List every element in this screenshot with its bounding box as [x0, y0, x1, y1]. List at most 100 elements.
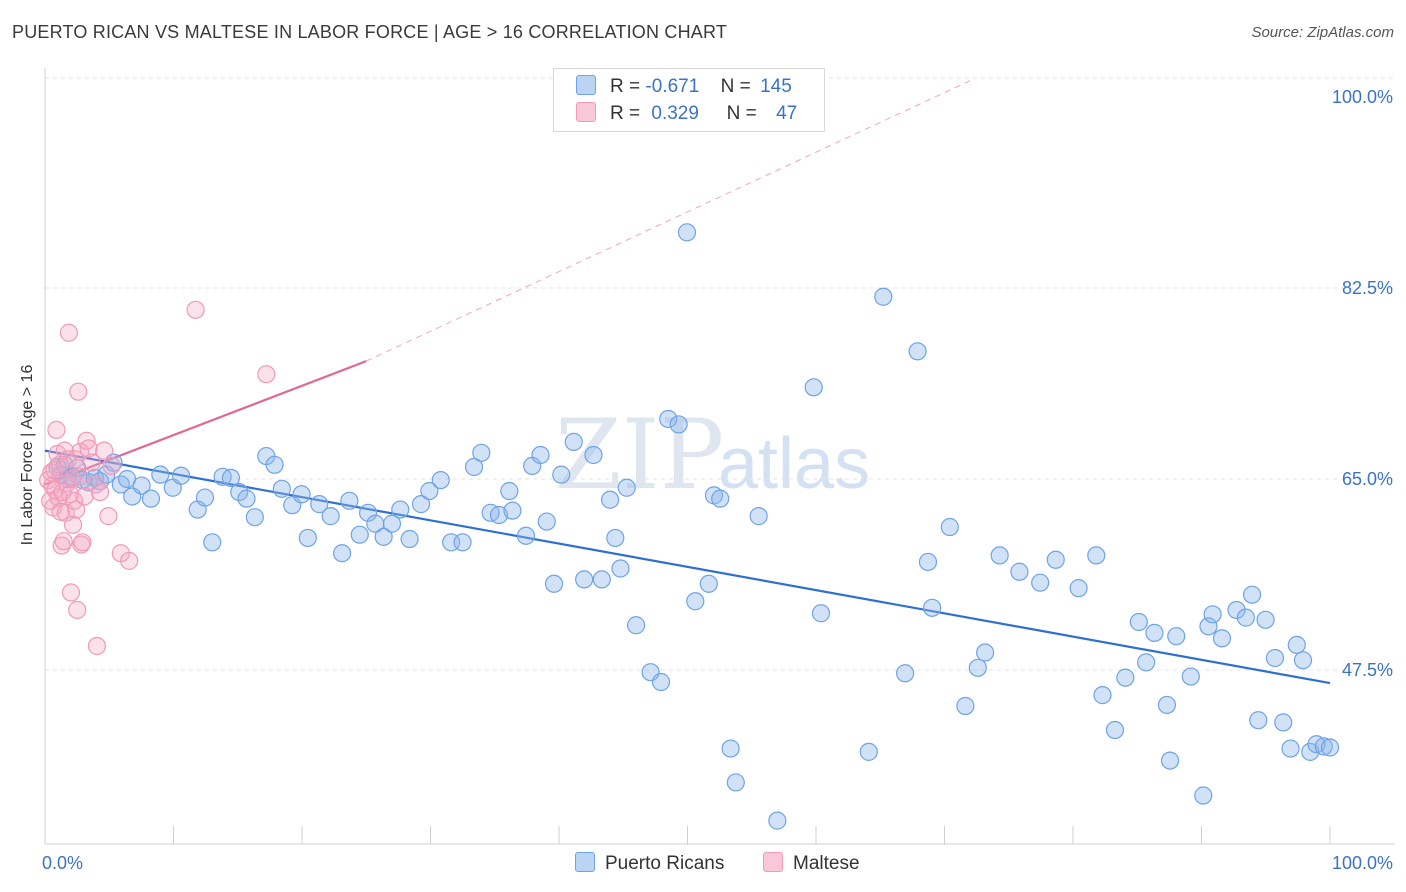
point-puerto-ricans — [1293, 651, 1313, 670]
legend-swatch-pink — [763, 852, 783, 872]
axes — [44, 68, 1395, 845]
point-puerto-ricans — [1010, 562, 1029, 581]
grid-lines — [45, 77, 1395, 671]
point-puerto-ricans — [564, 432, 583, 451]
point-puerto-ricans — [472, 443, 491, 462]
point-puerto-ricans — [1199, 617, 1218, 636]
point-maltese — [54, 532, 73, 551]
point-maltese — [77, 431, 96, 450]
point-puerto-ricans — [669, 415, 688, 434]
point-puerto-ricans — [340, 491, 359, 510]
point-maltese — [59, 323, 78, 342]
point-puerto-ricans — [1320, 738, 1340, 757]
point-puerto-ricans — [908, 342, 927, 361]
point-puerto-ricans — [171, 466, 191, 485]
point-puerto-ricans — [310, 495, 329, 514]
point-maltese — [99, 507, 118, 526]
point-puerto-ricans — [391, 500, 410, 519]
point-puerto-ricans — [400, 529, 419, 549]
point-puerto-ricans — [1236, 608, 1255, 627]
legend-swatch-pink — [576, 102, 596, 122]
point-puerto-ricans — [1167, 627, 1186, 646]
tick-labels: 47.5% 65.0% 82.5% 100.0% 0.0% 100.0% — [42, 87, 1393, 873]
data-points — [39, 223, 1340, 830]
point-puerto-ricans — [503, 501, 522, 520]
point-puerto-ricans — [1265, 648, 1285, 668]
point-puerto-ricans — [606, 528, 625, 548]
point-puerto-ricans — [531, 445, 550, 465]
point-puerto-ricans — [1194, 786, 1213, 805]
point-puerto-ricans — [104, 453, 123, 472]
point-puerto-ricans — [1031, 573, 1050, 592]
point-puerto-ricans — [918, 552, 938, 572]
point-maltese — [61, 583, 81, 602]
point-puerto-ricans — [659, 409, 678, 429]
point-puerto-ricans — [221, 468, 241, 488]
trend-line-maltese — [44, 360, 367, 486]
point-puerto-ricans — [611, 559, 630, 578]
point-puerto-ricans — [956, 696, 975, 716]
watermark: ZIP — [555, 399, 724, 511]
legend-r-value: -0.671 — [645, 76, 700, 97]
trend-line-maltese-extension — [366, 80, 971, 362]
point-puerto-ricans — [1249, 711, 1268, 730]
point-puerto-ricans — [245, 508, 264, 527]
point-maltese — [63, 515, 83, 534]
point-puerto-ricans — [1307, 735, 1326, 754]
point-puerto-ricans — [1129, 612, 1148, 632]
point-puerto-ricans — [940, 517, 959, 537]
point-puerto-ricans — [726, 773, 745, 792]
point-puerto-ricans — [601, 490, 620, 509]
legend-r-label: R = — [610, 103, 641, 124]
point-puerto-ricans — [464, 457, 484, 477]
point-puerto-ricans — [431, 470, 450, 490]
chart-title: PUERTO RICAN VS MALTESE IN LABOR FORCE |… — [12, 22, 728, 42]
point-puerto-ricans — [237, 489, 256, 508]
point-puerto-ricans — [811, 604, 831, 623]
legend-label: Maltese — [793, 853, 860, 874]
legend-n-label: N = — [726, 103, 757, 124]
point-puerto-ricans — [1274, 713, 1293, 732]
point-puerto-ricans — [1256, 610, 1275, 629]
point-puerto-ricans — [896, 664, 915, 683]
point-puerto-ricans — [575, 570, 594, 589]
point-puerto-ricans — [203, 533, 222, 552]
point-puerto-ricans — [1116, 668, 1135, 687]
point-puerto-ricans — [151, 465, 170, 484]
point-puerto-ricans — [1145, 623, 1164, 642]
point-puerto-ricans — [699, 574, 718, 593]
point-puerto-ricans — [453, 533, 472, 552]
point-puerto-ricans — [1281, 739, 1300, 758]
y-tick-label: 65.0% — [1342, 469, 1393, 489]
point-puerto-ricans — [332, 544, 352, 563]
watermark: atlas — [718, 424, 870, 504]
point-puerto-ricans — [1093, 686, 1112, 705]
point-puerto-ricans — [230, 482, 249, 502]
point-puerto-ricans — [85, 468, 104, 488]
point-puerto-ricans — [1287, 635, 1306, 654]
point-maltese — [90, 482, 110, 502]
legend-item-maltese: Maltese — [763, 852, 860, 875]
y-tick-label: 47.5% — [1342, 660, 1393, 680]
point-puerto-ricans — [358, 503, 378, 522]
point-puerto-ricans — [990, 546, 1009, 565]
point-puerto-ricans — [1227, 600, 1246, 620]
legend-row-puerto-ricans: R = -0.671 N = 145 — [576, 75, 792, 101]
point-maltese — [257, 365, 276, 384]
point-puerto-ricans — [1157, 695, 1177, 715]
point-puerto-ricans — [1314, 737, 1333, 756]
point-maltese — [82, 453, 101, 472]
point-puerto-ricans — [976, 643, 995, 662]
point-puerto-ricans — [537, 512, 556, 531]
stats-legend: R = -0.671 N = 145 R = 0.329 N = 47 — [553, 68, 825, 132]
y-tick-label: 82.5% — [1342, 278, 1393, 298]
point-puerto-ricans — [350, 525, 369, 544]
point-puerto-ricans — [411, 495, 431, 514]
legend-n-label: N = — [720, 76, 751, 97]
x-tick-label: 0.0% — [42, 853, 83, 873]
point-puerto-ricans — [298, 528, 317, 548]
legend-n-value: 145 — [760, 76, 792, 97]
point-puerto-ricans — [859, 742, 878, 761]
point-puerto-ricans — [1087, 546, 1106, 565]
